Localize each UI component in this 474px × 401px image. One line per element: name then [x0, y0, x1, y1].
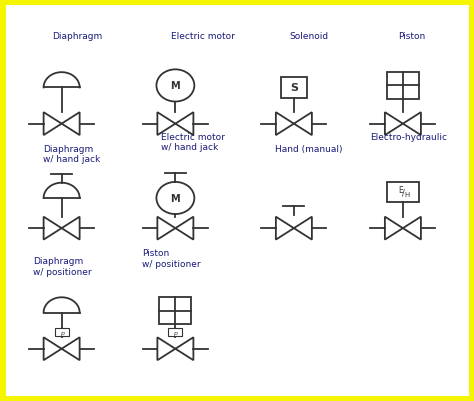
- Text: H: H: [404, 192, 410, 198]
- Bar: [387, 182, 419, 203]
- Text: Electro-hydraulic: Electro-hydraulic: [370, 132, 447, 141]
- Text: Diaphragm
w/ hand jack: Diaphragm w/ hand jack: [43, 144, 100, 164]
- Bar: [168, 328, 182, 337]
- Text: E: E: [399, 186, 403, 195]
- Text: Diaphragm: Diaphragm: [52, 32, 102, 41]
- Bar: [387, 73, 419, 100]
- Text: M: M: [171, 194, 180, 203]
- Text: Diaphragm
w/ positioner: Diaphragm w/ positioner: [33, 257, 92, 276]
- Text: p: p: [60, 330, 64, 335]
- Text: Electric motor: Electric motor: [171, 32, 235, 41]
- Text: /: /: [402, 188, 405, 197]
- Text: S: S: [290, 83, 298, 93]
- Text: Solenoid: Solenoid: [289, 32, 328, 41]
- Text: Electric motor
w/ hand jack: Electric motor w/ hand jack: [161, 132, 225, 152]
- Text: p: p: [173, 330, 177, 335]
- Text: Piston: Piston: [398, 32, 425, 41]
- Text: Hand (manual): Hand (manual): [275, 144, 342, 153]
- Text: Piston
w/ positioner: Piston w/ positioner: [142, 249, 201, 268]
- Bar: [55, 328, 69, 337]
- Bar: [159, 297, 191, 324]
- Text: M: M: [171, 81, 180, 91]
- Bar: [281, 78, 307, 99]
